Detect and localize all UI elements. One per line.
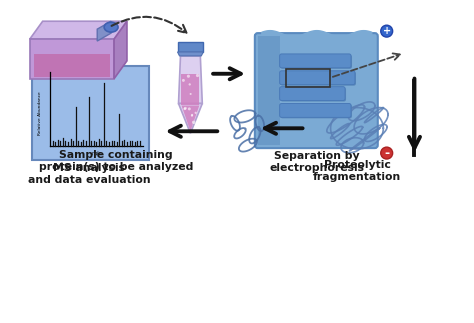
Ellipse shape xyxy=(104,22,118,32)
Polygon shape xyxy=(114,21,127,79)
Circle shape xyxy=(381,147,392,159)
Polygon shape xyxy=(30,21,127,39)
FancyBboxPatch shape xyxy=(281,72,356,86)
Polygon shape xyxy=(30,39,114,79)
Circle shape xyxy=(187,75,190,78)
Polygon shape xyxy=(34,54,110,77)
Text: -: - xyxy=(384,147,389,160)
Polygon shape xyxy=(97,21,111,41)
Bar xyxy=(258,36,280,145)
Text: MS analysis
and data evaluation: MS analysis and data evaluation xyxy=(28,163,151,184)
Polygon shape xyxy=(178,42,203,52)
FancyBboxPatch shape xyxy=(281,88,346,101)
Polygon shape xyxy=(179,56,202,103)
Text: Separation by
electrophoresis: Separation by electrophoresis xyxy=(270,151,365,173)
FancyBboxPatch shape xyxy=(280,103,351,117)
Polygon shape xyxy=(179,103,202,133)
FancyBboxPatch shape xyxy=(280,87,345,100)
Bar xyxy=(32,66,149,160)
Polygon shape xyxy=(182,74,200,106)
Text: m/z: m/z xyxy=(91,150,101,155)
Circle shape xyxy=(182,79,185,82)
Polygon shape xyxy=(178,52,203,56)
Circle shape xyxy=(191,114,193,117)
FancyBboxPatch shape xyxy=(280,54,351,68)
Text: Relative Abundance: Relative Abundance xyxy=(38,91,42,135)
Circle shape xyxy=(188,108,191,110)
Circle shape xyxy=(196,74,199,77)
Text: Proteolytic
fragmentation: Proteolytic fragmentation xyxy=(313,160,401,182)
FancyBboxPatch shape xyxy=(281,105,352,118)
Bar xyxy=(285,69,330,87)
Circle shape xyxy=(191,114,193,116)
FancyBboxPatch shape xyxy=(281,55,352,69)
Circle shape xyxy=(190,93,191,95)
Polygon shape xyxy=(182,106,200,131)
Circle shape xyxy=(184,107,187,109)
Circle shape xyxy=(183,108,186,110)
FancyBboxPatch shape xyxy=(280,71,355,85)
Text: +: + xyxy=(383,26,391,36)
FancyBboxPatch shape xyxy=(255,33,378,148)
Circle shape xyxy=(189,83,191,86)
Circle shape xyxy=(194,112,197,114)
Circle shape xyxy=(381,25,392,37)
Text: Sample containing
protein(s) to be analyzed: Sample containing protein(s) to be analy… xyxy=(39,150,193,172)
Circle shape xyxy=(192,120,195,124)
